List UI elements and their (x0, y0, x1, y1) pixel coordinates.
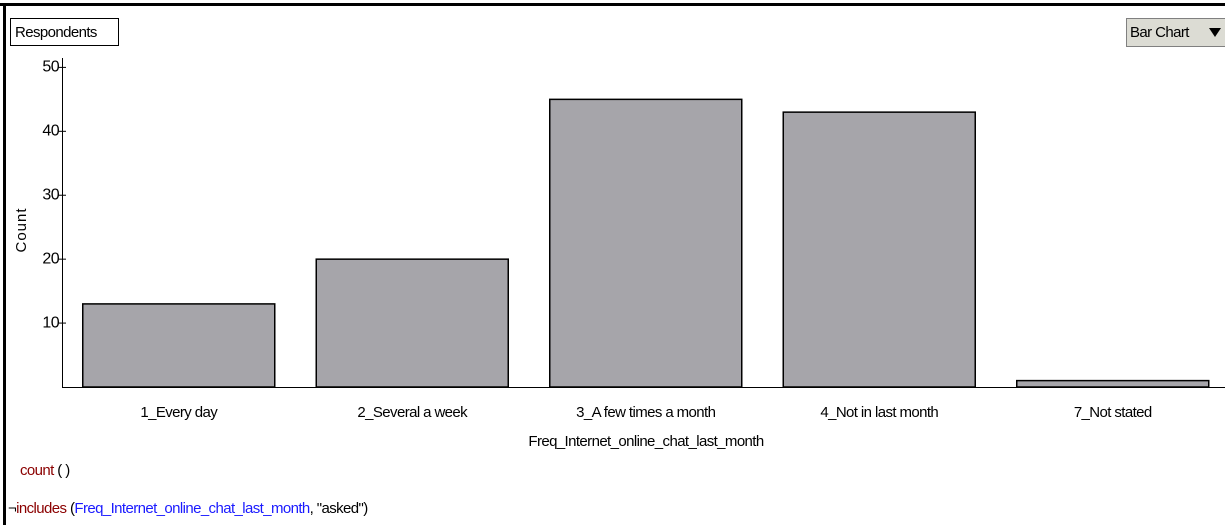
x-tick-label: 3_A few times a month (576, 404, 715, 421)
y-tick-label: 40 (42, 123, 59, 140)
menu-button[interactable] (1126, 18, 1225, 47)
y-tick-label: 30 (42, 186, 59, 203)
bar (315, 258, 509, 388)
formula: count ( ) (20, 462, 70, 479)
collection-box (10, 18, 119, 46)
menu-arrow[interactable] (1209, 28, 1221, 37)
y-tick-label: 50 (42, 59, 59, 76)
filter-negation: ¬ (8, 500, 17, 517)
formula-function: count (20, 462, 55, 479)
x-tick-label: 4_Not in last month (820, 404, 938, 421)
x-tick-label: 1_Every day (140, 404, 218, 421)
x-axis-label: Freq_Internet_online_chat_last_month (528, 433, 763, 450)
y-tick-label: 20 (42, 250, 59, 267)
collection-label: Respondents (15, 24, 97, 41)
bar (82, 303, 276, 388)
bar (1016, 379, 1210, 388)
filter-open: ( (70, 500, 75, 517)
chart-type-menu[interactable]: Bar Chart (1126, 18, 1225, 47)
x-tick-label: 7_Not stated (1074, 404, 1152, 421)
filter-attribute: Freq_Internet_online_chat_last_month (74, 500, 309, 517)
bar (782, 111, 976, 388)
x-tick-label: 2_Several a week (357, 404, 468, 421)
bar (549, 98, 743, 388)
filter: ¬includes (Freq_Internet_online_chat_las… (8, 500, 368, 517)
filter-function: includes (16, 500, 66, 517)
y-tick-label: 10 (42, 314, 59, 331)
filter-rest: , "asked") (310, 500, 369, 517)
menu-label[interactable]: Bar Chart (1130, 24, 1191, 41)
formula-args: ( ) (57, 462, 70, 479)
y-axis-label: Count (13, 207, 30, 252)
